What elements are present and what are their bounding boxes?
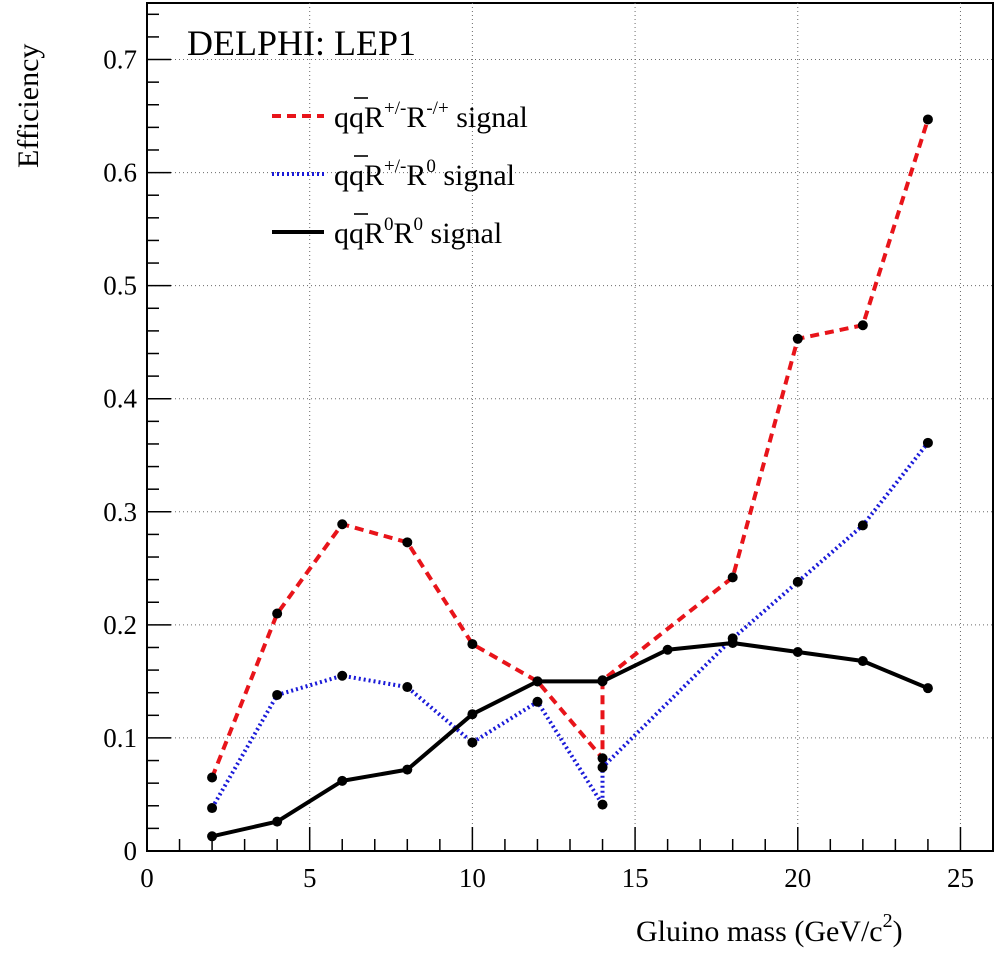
y-tick-label: 0.7 bbox=[103, 45, 137, 75]
data-point bbox=[727, 637, 738, 648]
data-point bbox=[337, 775, 348, 786]
data-point bbox=[337, 670, 348, 681]
x-tick-label: 15 bbox=[622, 863, 649, 893]
y-tick-label: 0.1 bbox=[103, 723, 137, 753]
data-point bbox=[532, 676, 543, 687]
legend: qqR+/-R-/+ signal qqR+/-R0 signal qqR0R0… bbox=[272, 97, 528, 250]
x-tick-label: 10 bbox=[459, 863, 486, 893]
series-1 bbox=[207, 114, 933, 783]
x-tick-label: 25 bbox=[947, 863, 974, 893]
data-point bbox=[857, 656, 868, 667]
data-point bbox=[922, 437, 933, 448]
data-point bbox=[272, 816, 283, 827]
x-tick-label: 5 bbox=[303, 863, 317, 893]
data-point bbox=[207, 772, 218, 783]
data-point bbox=[402, 537, 413, 548]
y-tick-label: 0.2 bbox=[103, 610, 137, 640]
data-point bbox=[792, 333, 803, 344]
data-point bbox=[207, 803, 218, 814]
series-line-3 bbox=[211, 641, 929, 839]
x-axis-label: Gluino mass (GeV/c2) bbox=[636, 910, 903, 948]
y-tick-label: 0.3 bbox=[103, 497, 137, 527]
data-point bbox=[207, 831, 218, 842]
data-point bbox=[597, 762, 608, 773]
y-axis-label: Efficiency bbox=[12, 44, 45, 168]
data-point bbox=[597, 799, 608, 810]
plot-frame bbox=[146, 2, 994, 852]
data-point bbox=[402, 764, 413, 775]
data-point bbox=[792, 647, 803, 658]
series-3 bbox=[207, 637, 933, 842]
y-tick-label: 0.4 bbox=[103, 384, 137, 414]
chart-title: DELPHI: LEP1 bbox=[187, 23, 416, 63]
data-point bbox=[467, 639, 478, 650]
legend-label-charged-neutral: qqR+/-R0 signal bbox=[334, 156, 515, 192]
y-tick-label: 0.6 bbox=[103, 158, 137, 188]
y-tick-label: 0 bbox=[124, 836, 138, 866]
data-point bbox=[272, 689, 283, 700]
legend-label-neutral-pair: qqR0R0 signal bbox=[334, 214, 502, 250]
x-tick-label: 0 bbox=[140, 863, 154, 893]
data-point bbox=[467, 737, 478, 748]
axes: 0 5 10 15 20 25 0 0.1 0.2 0.3 0.4 0.5 0.6 0.7 bbox=[103, 13, 974, 893]
data-point bbox=[922, 114, 933, 125]
data-point bbox=[402, 682, 413, 693]
series-line-2 bbox=[210, 441, 930, 809]
data-point bbox=[597, 676, 608, 687]
legend-label-charged-pair: qqR+/-R-/+ signal bbox=[334, 98, 528, 134]
data-point bbox=[922, 683, 933, 694]
data-point bbox=[272, 608, 283, 619]
data-point bbox=[662, 644, 673, 655]
data-point bbox=[467, 709, 478, 720]
data-point bbox=[597, 753, 608, 764]
series-line-1 bbox=[210, 118, 930, 779]
data-point bbox=[857, 320, 868, 331]
data-point bbox=[532, 696, 543, 707]
data-point bbox=[337, 519, 348, 530]
data-point bbox=[727, 572, 738, 583]
data-point bbox=[792, 576, 803, 587]
data-point bbox=[857, 520, 868, 531]
y-tick-label: 0.5 bbox=[103, 271, 137, 301]
data-series bbox=[207, 114, 933, 842]
x-tick-label: 20 bbox=[784, 863, 811, 893]
